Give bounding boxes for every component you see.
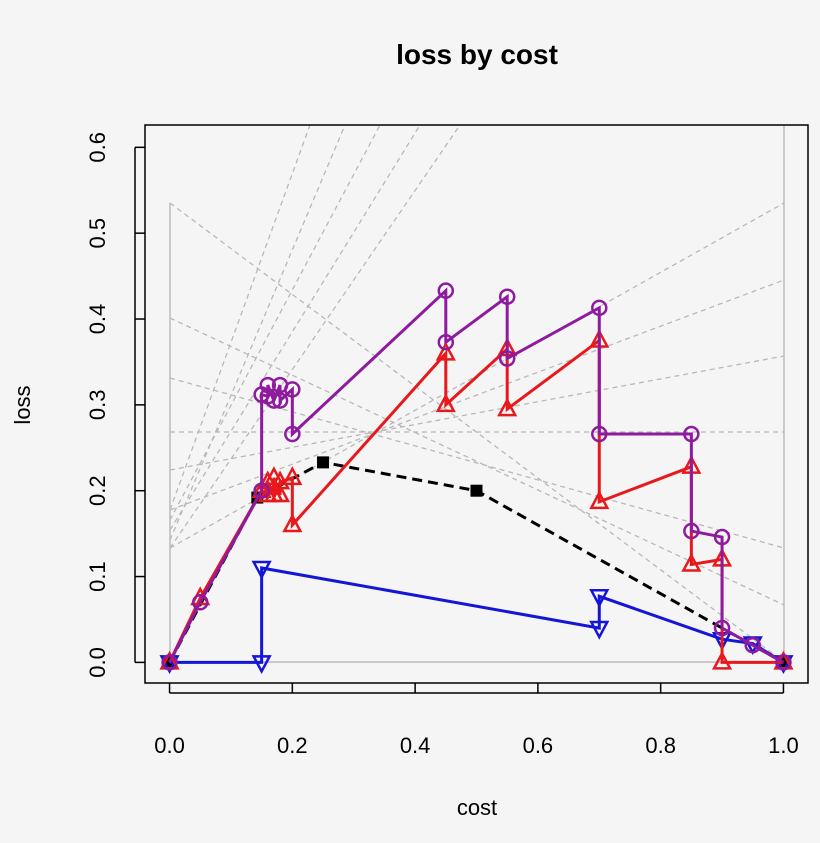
point xyxy=(282,513,303,533)
point xyxy=(589,620,610,640)
point xyxy=(251,560,272,580)
x-tick-label: 0.2 xyxy=(277,733,308,758)
point xyxy=(435,393,456,413)
reference-line xyxy=(169,317,785,606)
point xyxy=(271,392,289,409)
point xyxy=(161,654,178,671)
point xyxy=(251,655,272,675)
series-line xyxy=(168,287,785,664)
point xyxy=(713,528,731,546)
reference-line xyxy=(169,125,346,541)
reference-line xyxy=(169,202,785,663)
chart-title: loss by cost xyxy=(396,39,558,70)
x-tick-label: 1.0 xyxy=(768,733,799,758)
reference-line xyxy=(169,377,785,549)
point xyxy=(470,484,483,497)
y-axis-label: loss xyxy=(10,385,35,424)
point xyxy=(269,483,291,503)
point xyxy=(437,333,455,351)
y-tick-label: 0.2 xyxy=(85,475,110,506)
point xyxy=(265,392,283,409)
point xyxy=(591,299,608,317)
point xyxy=(498,288,516,305)
y-tick-label: 0.5 xyxy=(85,218,110,249)
point xyxy=(589,490,610,510)
point xyxy=(713,619,731,637)
x-tick-label: 0.0 xyxy=(154,733,185,758)
y-tick-label: 0.3 xyxy=(85,390,110,421)
point xyxy=(498,350,516,367)
point xyxy=(259,376,277,394)
point xyxy=(681,552,702,572)
point xyxy=(683,522,700,540)
x-tick-label: 0.8 xyxy=(645,733,676,758)
point xyxy=(497,397,518,417)
reference-line xyxy=(169,125,461,549)
point xyxy=(591,425,608,443)
point xyxy=(284,381,301,398)
reference-line xyxy=(169,125,381,521)
point xyxy=(192,594,209,611)
point xyxy=(775,654,792,671)
x-tick-label: 0.6 xyxy=(523,733,554,758)
reference-line xyxy=(169,125,421,531)
point xyxy=(284,425,301,443)
point xyxy=(253,482,270,499)
x-axis-label: cost xyxy=(457,795,497,820)
point xyxy=(269,470,291,490)
point xyxy=(282,466,303,486)
point xyxy=(317,456,330,469)
x-tick-label: 0.4 xyxy=(400,733,431,758)
point xyxy=(683,425,700,443)
y-tick-label: 0.0 xyxy=(85,647,110,678)
point xyxy=(711,650,733,670)
point xyxy=(435,341,456,361)
point xyxy=(437,282,455,299)
plot-box xyxy=(144,124,809,684)
point xyxy=(744,636,761,654)
y-tick-label: 0.1 xyxy=(85,561,110,592)
y-tick-label: 0.4 xyxy=(85,304,110,335)
y-tick-label: 0.6 xyxy=(85,132,110,163)
point xyxy=(589,589,610,608)
